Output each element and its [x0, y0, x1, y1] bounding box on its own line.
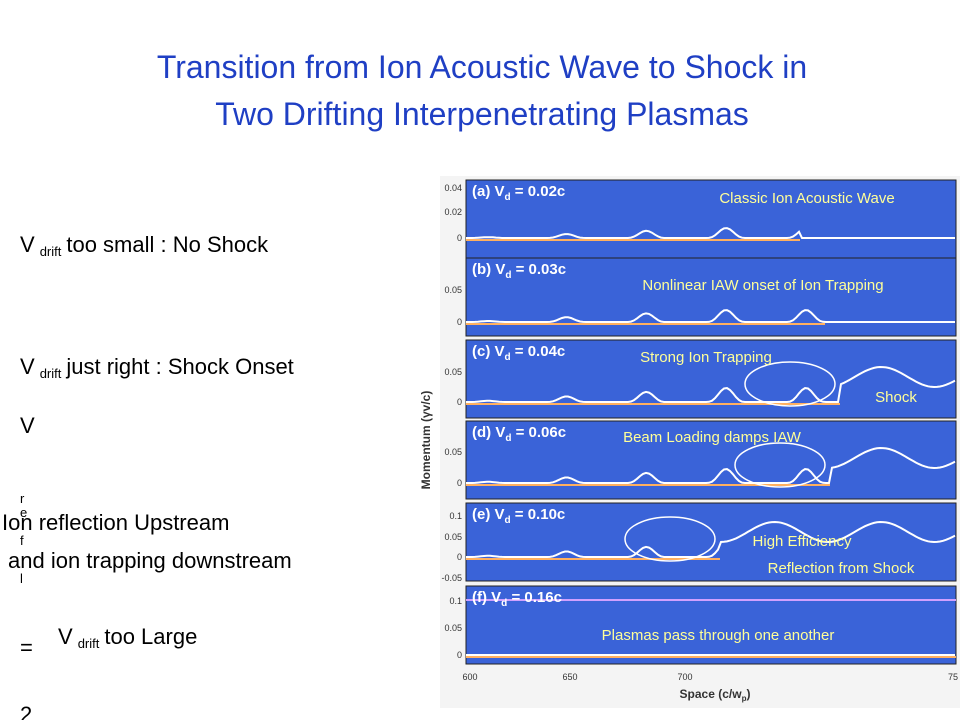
- x-label: Space (c/wp): [680, 687, 751, 703]
- panel: [465, 179, 957, 259]
- panel-label: (b) Vd = 0.03c: [472, 261, 566, 281]
- text: just right : Shock Onset: [65, 354, 293, 379]
- panel: [465, 502, 957, 582]
- value: = 0.10c: [511, 506, 566, 523]
- letter: l: [20, 571, 23, 586]
- text: too Large: [104, 624, 197, 649]
- annotation: Shock: [875, 389, 917, 406]
- two: 2: [20, 702, 32, 720]
- panel-label: (c) Vd = 0.04c: [472, 343, 565, 363]
- v: V: [20, 413, 35, 438]
- trace: [466, 309, 955, 323]
- sub: d: [505, 515, 511, 526]
- trace: [466, 365, 956, 403]
- letter: f: [20, 533, 24, 548]
- x-label-end: ): [746, 687, 750, 701]
- text: Ion reflection Upstream: [2, 510, 229, 535]
- trap-region: [624, 516, 716, 562]
- v: V: [58, 624, 73, 649]
- value: = 0.06c: [511, 424, 566, 441]
- y-tick-label: 0: [457, 397, 462, 407]
- trace: [466, 520, 956, 558]
- sub: drift: [40, 366, 62, 381]
- sub: drift: [40, 244, 62, 259]
- panel-label: (f) Vd = 0.16c: [472, 589, 562, 609]
- x-label: Space (c/w: [680, 687, 743, 701]
- letter: r: [20, 491, 25, 506]
- trap-region: [734, 442, 826, 488]
- label: (e) V: [472, 506, 505, 523]
- x-tick-label: 600: [462, 672, 477, 682]
- y-tick-label: -0.05: [441, 573, 462, 583]
- sub: d: [505, 352, 511, 363]
- y-tick-label: 0.05: [444, 532, 462, 542]
- value: = 0.02c: [511, 183, 566, 200]
- y-tick-label: 0: [457, 317, 462, 327]
- y-tick-label: 0.05: [444, 447, 462, 457]
- y-tick-label: 0.1: [449, 511, 462, 521]
- v: V: [20, 354, 35, 379]
- label: (b) V: [472, 261, 505, 278]
- annotation: Strong Ion Trapping: [640, 349, 772, 366]
- sub: d: [501, 598, 507, 609]
- panel-label: (e) Vd = 0.10c: [472, 506, 565, 526]
- sub: drift: [78, 636, 100, 651]
- title-line: Two Drifting Interpenetrating Plasmas: [215, 96, 749, 132]
- y-tick-label: 0.04: [444, 183, 462, 193]
- label: (c) V: [472, 343, 505, 360]
- label: (a) V: [472, 183, 505, 200]
- text: and ion trapping downstream: [8, 548, 292, 573]
- x-label-sub: p: [742, 694, 747, 703]
- label: (d) V: [472, 424, 505, 441]
- sub: d: [505, 433, 511, 444]
- y-tick-label: 0.02: [444, 207, 462, 217]
- y-tick-label: 0.05: [444, 285, 462, 295]
- y-tick-label: 0.1: [449, 596, 462, 606]
- label: (f) V: [472, 589, 501, 606]
- sub: d: [505, 270, 511, 281]
- sub: d: [505, 192, 511, 203]
- y-tick-label: 0.05: [444, 623, 462, 633]
- annotation: Nonlinear IAW onset of Ion Trapping: [642, 277, 883, 294]
- x-tick-label: 75: [948, 672, 958, 682]
- title-line: Transition from Ion Acoustic Wave to Sho…: [157, 49, 807, 85]
- y-tick-label: 0: [457, 478, 462, 488]
- value: = 0.16c: [507, 589, 562, 606]
- trace: [466, 227, 955, 239]
- annotation: Classic Ion Acoustic Wave: [719, 190, 894, 207]
- annotation: High Efficiency: [753, 533, 852, 550]
- text: too small : No Shock: [66, 232, 269, 257]
- annotation: Beam Loading damps IAW: [623, 429, 802, 446]
- eq: =: [20, 635, 33, 660]
- value: = 0.04c: [511, 343, 566, 360]
- y-tick-label: 0: [457, 233, 462, 243]
- trap-region: [744, 361, 836, 407]
- x-tick-label: 650: [562, 672, 577, 682]
- annotation: Plasmas pass through one another: [602, 627, 835, 644]
- panel-label: (d) Vd = 0.06c: [472, 424, 566, 444]
- v: V: [20, 232, 35, 257]
- annotation: Reflection from Shock: [768, 560, 915, 577]
- panel-label: (a) Vd = 0.02c: [472, 183, 565, 203]
- letter: e: [20, 505, 27, 520]
- x-tick-label: 700: [677, 672, 692, 682]
- y-tick-label: 0: [457, 552, 462, 562]
- trace: [466, 446, 956, 484]
- value: = 0.03c: [511, 261, 566, 278]
- y-tick-label: 0.05: [444, 367, 462, 377]
- y-tick-label: 0: [457, 650, 462, 660]
- y-label: Momentum (γv/c): [419, 391, 433, 490]
